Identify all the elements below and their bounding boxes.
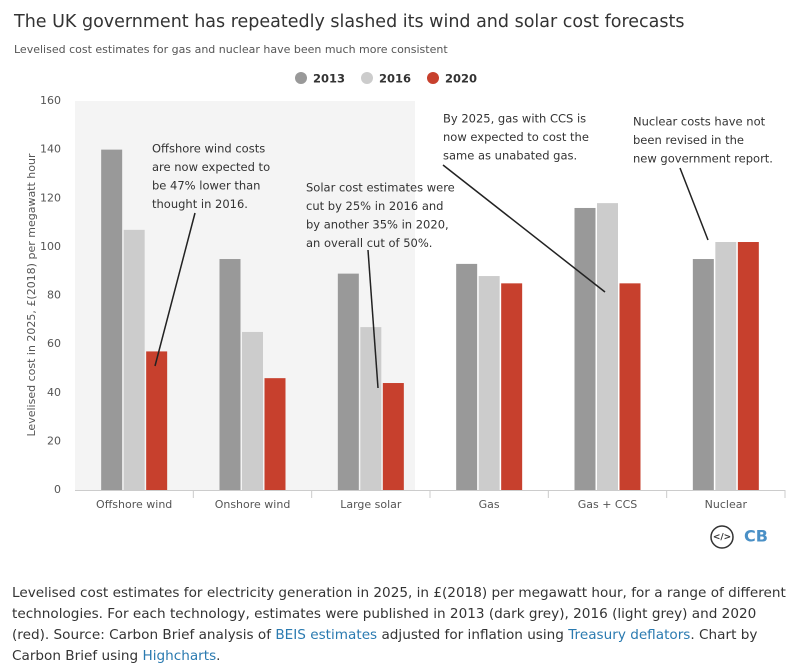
annotation-text: Solar cost estimates were <box>306 181 455 195</box>
bar <box>715 242 737 490</box>
logo: </> CB <box>710 525 768 549</box>
bar <box>382 383 404 490</box>
y-axis-label: Levelised cost in 2025, £(2018) per mega… <box>25 153 38 436</box>
bar <box>360 327 382 490</box>
y-tick-label: 80 <box>47 289 61 302</box>
x-tick-label: Gas + CCS <box>578 498 638 511</box>
caption-link[interactable]: Highcharts <box>142 648 217 664</box>
legend-marker <box>295 72 307 84</box>
bar <box>692 259 714 490</box>
legend-marker <box>427 72 439 84</box>
y-tick-label: 20 <box>47 434 61 447</box>
legend-label: 2020 <box>445 72 477 86</box>
annotation-text: by another 35% in 2020, <box>306 218 449 232</box>
bar <box>242 331 263 490</box>
x-tick-label: Offshore wind <box>96 498 172 511</box>
y-tick-label: 0 <box>54 483 61 496</box>
annotation-arrow <box>154 212 196 367</box>
annotation-text: are now expected to <box>152 160 270 174</box>
caption-text: . <box>216 648 221 664</box>
bar <box>501 283 523 490</box>
chart-title: The UK government has repeatedly slashed… <box>13 12 685 32</box>
annotation-text: cut by 25% in 2016 and <box>306 199 443 213</box>
x-tick-label: Gas <box>479 498 500 511</box>
annotation-text: Offshore wind costs <box>152 142 265 156</box>
annotation-arrow <box>679 167 709 241</box>
legend-label: 2013 <box>313 72 345 86</box>
legend-label: 2016 <box>379 72 411 86</box>
bar <box>597 203 618 491</box>
bar <box>101 149 123 490</box>
bar <box>219 259 241 490</box>
bar <box>264 378 286 490</box>
bar <box>123 229 145 490</box>
annotation-text: By 2025, gas with CCS is <box>443 112 586 126</box>
caption-link[interactable]: Treasury deflators <box>568 627 691 643</box>
caption: Levelised cost estimates for electricity… <box>12 583 787 667</box>
y-tick-label: 160 <box>40 94 61 107</box>
annotation-arrow <box>442 164 606 293</box>
y-tick-label: 40 <box>47 386 61 399</box>
bar <box>146 351 168 490</box>
bar <box>574 207 596 490</box>
caption-link[interactable]: BEIS estimates <box>275 627 378 643</box>
annotation-text: new government report. <box>633 152 773 166</box>
y-tick-label: 120 <box>40 191 61 204</box>
logo-icon <box>710 525 734 549</box>
x-tick-label: Onshore wind <box>215 498 291 511</box>
bar <box>337 273 359 490</box>
bar <box>619 283 641 490</box>
annotation-text: be 47% lower than <box>152 179 260 193</box>
logo-text: CB <box>744 527 768 546</box>
y-tick-label: 140 <box>40 143 61 156</box>
logo-icon-text: </> <box>713 533 731 543</box>
legend-marker <box>361 72 373 84</box>
chart: The UK government has repeatedly slashed… <box>13 12 786 549</box>
bar <box>456 263 478 490</box>
annotation-text: been revised in the <box>633 133 744 147</box>
chart-subtitle: Levelised cost estimates for gas and nuc… <box>14 43 448 56</box>
x-tick-label: Large solar <box>340 498 402 511</box>
annotation-text: now expected to cost the <box>443 130 589 144</box>
annotation-arrow <box>367 249 379 389</box>
annotation-text: thought in 2016. <box>152 197 248 211</box>
y-tick-label: 60 <box>47 337 61 350</box>
annotation-text: Nuclear costs have not <box>633 115 766 129</box>
annotation-text: same as unabated gas. <box>443 149 577 163</box>
annotation-text: an overall cut of 50%. <box>306 236 432 250</box>
bar <box>737 242 759 490</box>
y-tick-label: 100 <box>40 240 61 253</box>
caption-text: adjusted for inflation using <box>377 627 569 643</box>
bar <box>478 276 500 490</box>
caption-text: Levelised cost estimates for electricity… <box>12 585 786 643</box>
x-tick-label: Nuclear <box>705 498 748 511</box>
